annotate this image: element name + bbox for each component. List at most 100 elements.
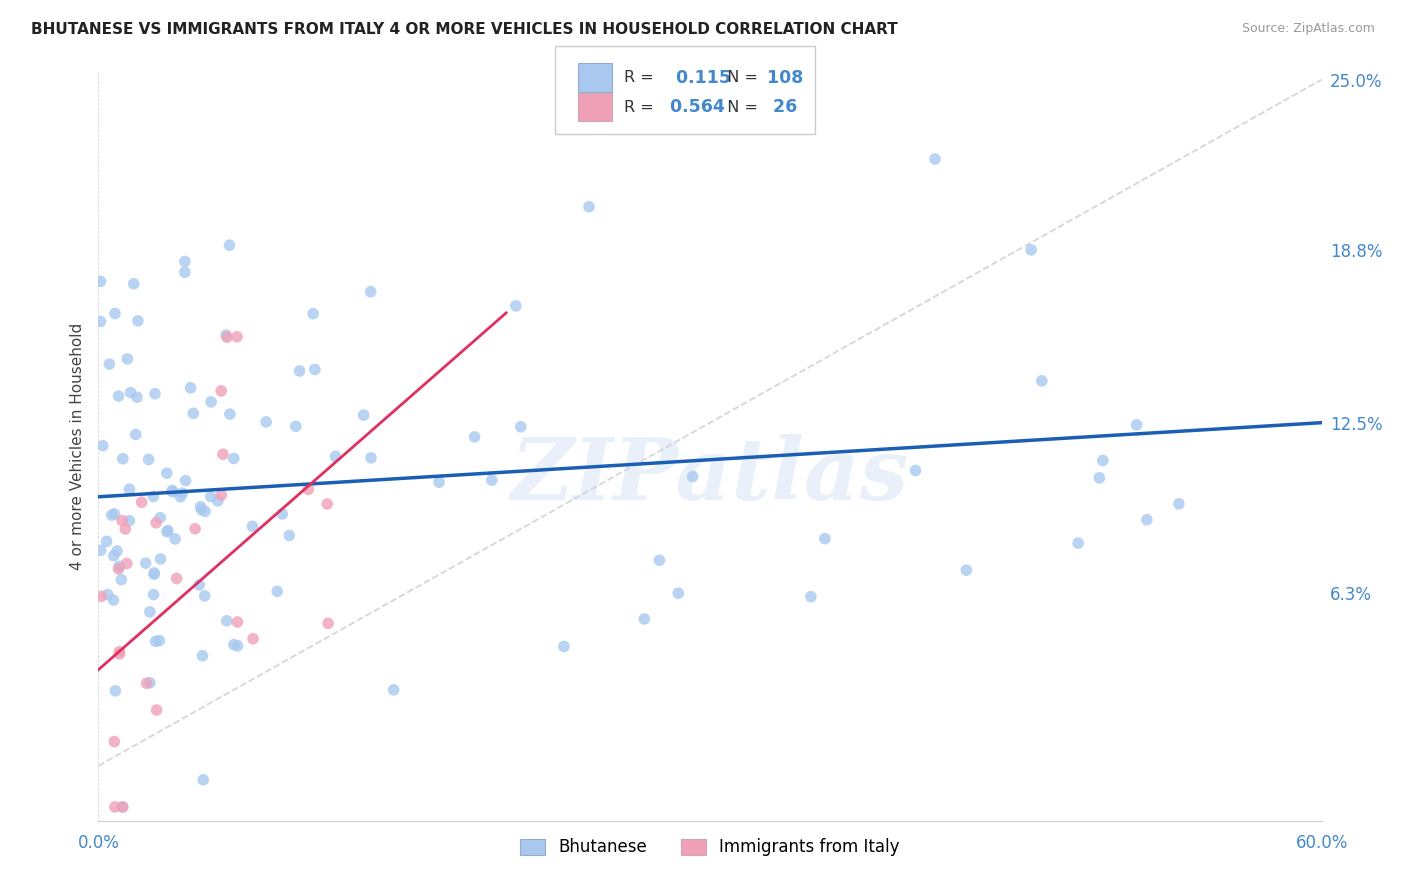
- Point: [100, 508, 122, 522]
- Point: [190, 502, 212, 516]
- Text: 0.564: 0.564: [664, 98, 724, 116]
- Point: [1019, 243, 1042, 257]
- Point: [103, 549, 125, 563]
- Point: [145, 516, 167, 530]
- Point: [125, 390, 148, 404]
- Point: [278, 528, 301, 542]
- Point: [115, 557, 138, 571]
- Point: [156, 524, 179, 538]
- Point: [288, 364, 311, 378]
- Point: [135, 556, 157, 570]
- Point: [215, 330, 238, 344]
- Point: [139, 675, 162, 690]
- Point: [180, 381, 202, 395]
- Point: [145, 703, 167, 717]
- Point: [165, 532, 187, 546]
- Point: [427, 475, 450, 490]
- Point: [218, 238, 240, 252]
- Point: [353, 408, 375, 422]
- Point: [509, 419, 531, 434]
- Point: [242, 632, 264, 646]
- Point: [173, 265, 195, 279]
- Point: [215, 328, 238, 343]
- Point: [142, 490, 165, 504]
- Point: [108, 645, 131, 659]
- Point: [240, 519, 263, 533]
- Point: [207, 493, 229, 508]
- Point: [188, 578, 211, 592]
- Text: N =: N =: [717, 70, 758, 85]
- Point: [284, 419, 307, 434]
- Text: R =: R =: [624, 100, 654, 114]
- Point: [464, 430, 486, 444]
- Point: [481, 473, 503, 487]
- Point: [194, 589, 217, 603]
- Point: [666, 586, 689, 600]
- Text: R =: R =: [624, 70, 654, 85]
- Point: [553, 640, 575, 654]
- Point: [143, 567, 166, 582]
- Point: [110, 573, 132, 587]
- Point: [104, 306, 127, 320]
- Point: [254, 415, 277, 429]
- Point: [118, 482, 141, 496]
- Point: [222, 638, 245, 652]
- Point: [135, 676, 157, 690]
- Point: [117, 351, 139, 366]
- Point: [297, 483, 319, 497]
- Point: [162, 484, 184, 499]
- Point: [316, 616, 339, 631]
- Point: [200, 395, 222, 409]
- Point: [174, 474, 197, 488]
- Point: [172, 486, 194, 500]
- Point: [162, 483, 184, 498]
- Point: [120, 385, 142, 400]
- Point: [114, 522, 136, 536]
- Point: [148, 633, 170, 648]
- Point: [103, 593, 125, 607]
- Text: 108: 108: [761, 69, 803, 87]
- Point: [89, 314, 111, 328]
- Point: [218, 407, 240, 421]
- Point: [360, 450, 382, 465]
- Point: [814, 532, 837, 546]
- Point: [173, 254, 195, 268]
- Point: [304, 362, 326, 376]
- Point: [209, 384, 232, 398]
- Point: [90, 543, 112, 558]
- Text: Source: ZipAtlas.com: Source: ZipAtlas.com: [1241, 22, 1375, 36]
- Point: [108, 559, 131, 574]
- Point: [578, 200, 600, 214]
- Point: [1088, 471, 1111, 485]
- Point: [190, 500, 212, 514]
- Point: [1067, 536, 1090, 550]
- Point: [139, 605, 162, 619]
- Point: [138, 452, 160, 467]
- Point: [118, 514, 141, 528]
- Point: [955, 563, 977, 577]
- Point: [127, 314, 149, 328]
- Y-axis label: 4 or more Vehicles in Household: 4 or more Vehicles in Household: [69, 322, 84, 570]
- Point: [103, 734, 125, 748]
- Point: [145, 634, 167, 648]
- Text: ZIPatlas: ZIPatlas: [510, 434, 910, 517]
- Point: [98, 357, 121, 371]
- Point: [90, 590, 112, 604]
- Point: [104, 683, 127, 698]
- Point: [382, 682, 405, 697]
- Point: [149, 552, 172, 566]
- Point: [226, 330, 249, 344]
- Point: [302, 307, 325, 321]
- Point: [184, 522, 207, 536]
- Point: [1167, 497, 1189, 511]
- Point: [271, 507, 294, 521]
- Point: [104, 800, 127, 814]
- Point: [193, 772, 215, 787]
- Point: [1031, 374, 1053, 388]
- Point: [1091, 453, 1114, 467]
- Point: [360, 285, 382, 299]
- Point: [103, 507, 125, 521]
- Point: [143, 386, 166, 401]
- Point: [156, 466, 179, 480]
- Point: [149, 510, 172, 524]
